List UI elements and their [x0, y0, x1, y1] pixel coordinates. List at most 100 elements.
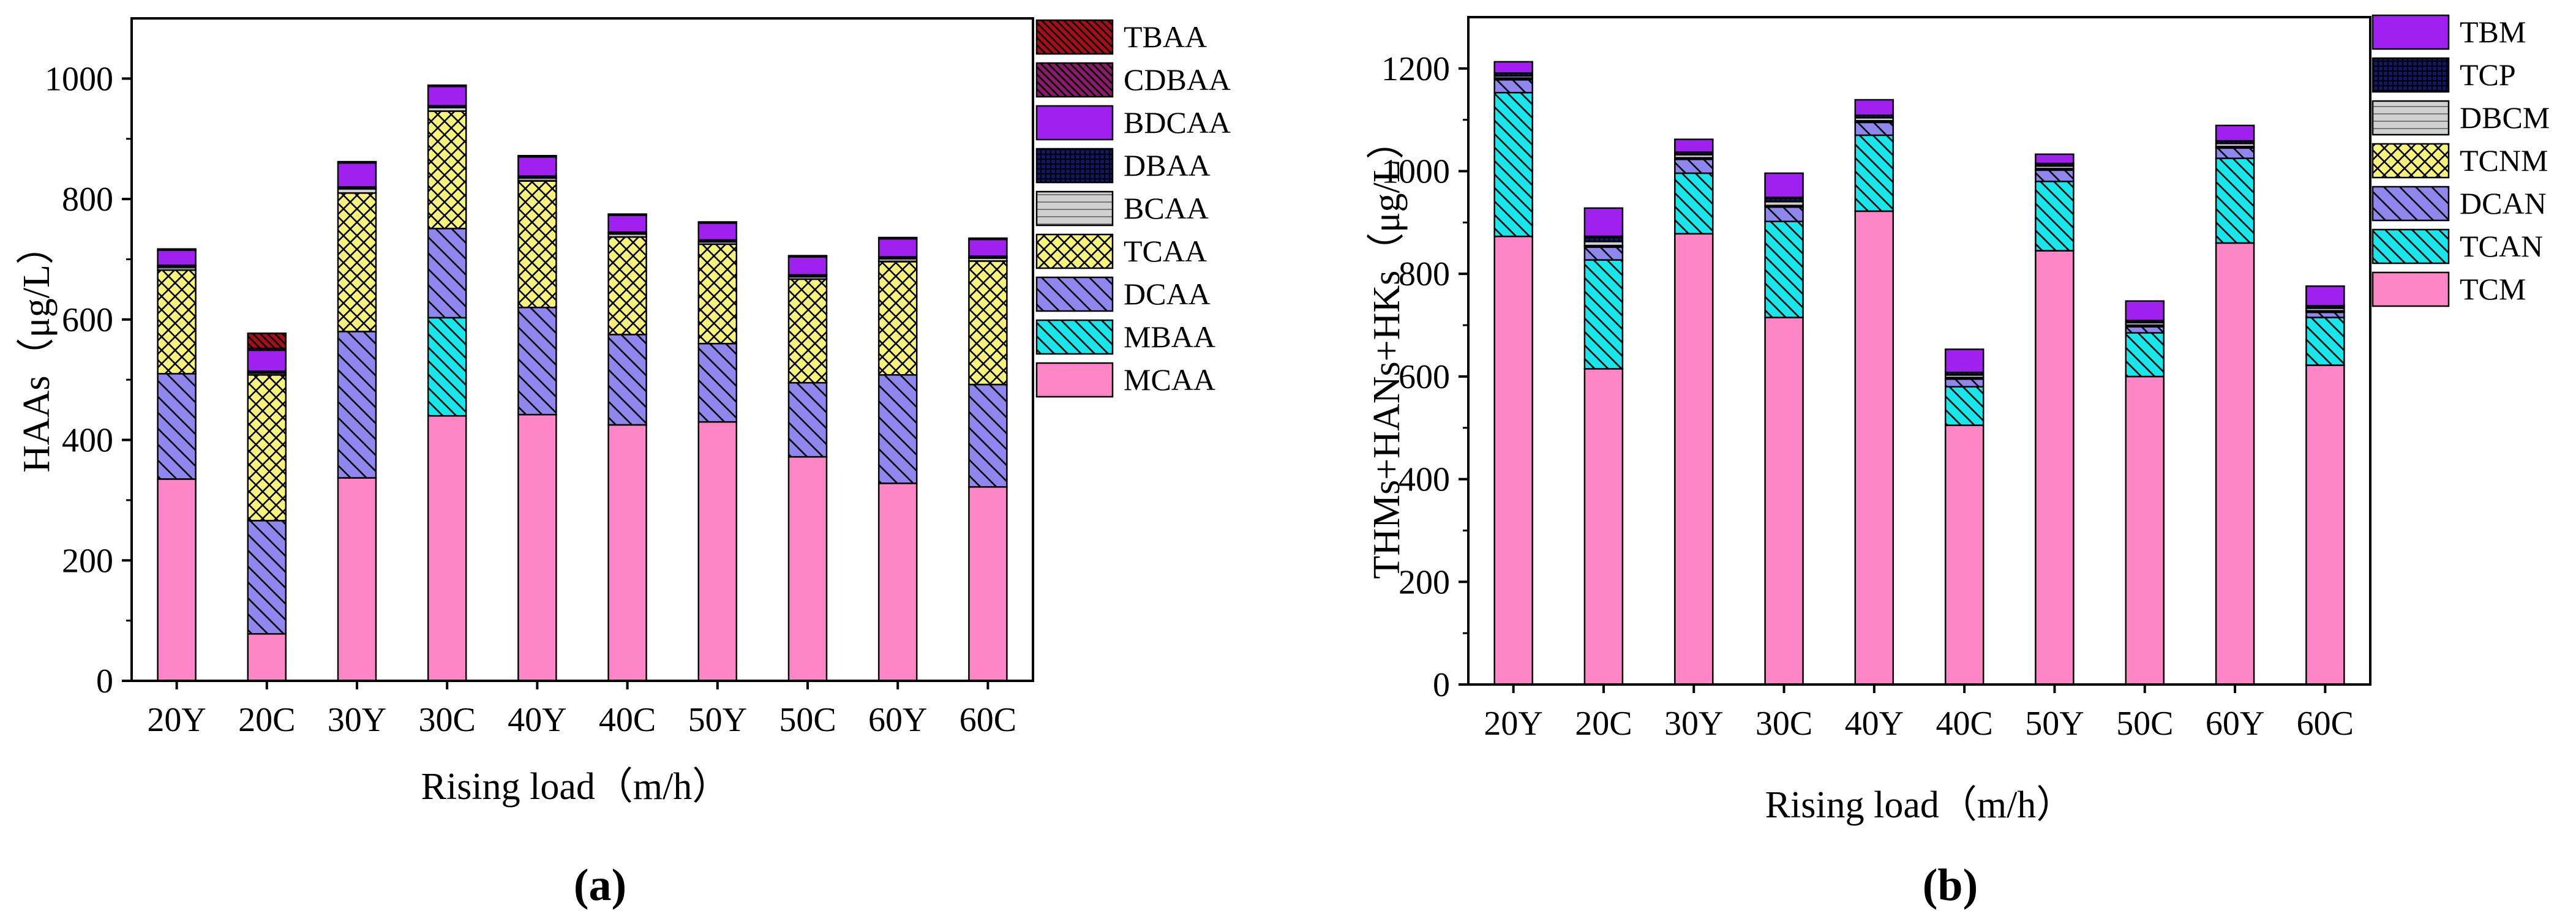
a-x-tick-label: 20Y	[147, 701, 206, 739]
b-bar-60y-dcan	[2215, 147, 2255, 159]
a-x-tick-label: 60C	[959, 701, 1016, 739]
b-y-tick-label: 400	[1399, 461, 1450, 499]
panel-a-bars	[157, 84, 1008, 682]
a-legend-swatch-tcaa	[1035, 233, 1114, 269]
panel-a-label: (a)	[574, 860, 626, 910]
b-bar-60c-tcm	[2305, 364, 2345, 686]
b-y-tick-label: 200	[1399, 563, 1450, 601]
b-bar-30y-tbm	[1674, 138, 1714, 153]
a-bar-60c-dcaa	[968, 383, 1008, 488]
a-bar-20c-tbaa	[247, 332, 287, 350]
a-bar-60c-cdbaa	[968, 237, 1008, 241]
b-legend-label-tcan: TCAN	[2460, 229, 2543, 263]
a-bar-60y-bdcaa	[877, 238, 918, 258]
a-bar-20y-tcaa	[157, 269, 197, 375]
b-legend-label-tcm: TCM	[2460, 272, 2526, 306]
a-y-tick-label: 200	[62, 542, 113, 580]
a-legend-swatch-dbaa	[1035, 148, 1114, 184]
panel-a-y-axis-label: HAAs（μg/L）	[16, 227, 58, 473]
panel-a-y-ticks: 0 200 400 600 800 1000	[45, 60, 132, 700]
b-legend-swatch-tcp	[2371, 57, 2450, 93]
a-bar-20y-cdbaa	[157, 248, 197, 251]
b-bar-30c-tbm	[1764, 172, 1804, 198]
a-legend-swatch-tbaa	[1035, 19, 1114, 55]
panel-a-plot-frame	[130, 17, 1034, 682]
a-bar-20y-dcaa	[157, 373, 197, 480]
a-legend-label-dcaa: DCAA	[1124, 277, 1211, 311]
b-bar-50y-tcan	[2035, 181, 2075, 252]
a-bar-30y-tcaa	[337, 192, 377, 332]
panel-b-y-ticks: 0 200 400 600 800 1000 1200	[1381, 50, 1468, 704]
b-bar-30y-tcan	[1674, 172, 1714, 235]
a-bar-40c-mcaa	[607, 424, 647, 682]
b-y-tick-label: 800	[1399, 255, 1450, 293]
a-legend-swatch-bdcaa	[1035, 105, 1114, 141]
a-bar-30y-cdbaa	[337, 160, 377, 164]
panel-b-label: (b)	[1923, 860, 1978, 910]
a-x-tick-label: 30Y	[328, 701, 386, 739]
panel-b-bars	[1493, 61, 2345, 686]
panel-b: 0 200 400 600 800 1000 1200 20Y 20C 30Y 30C 40Y 40C…	[1366, 14, 2550, 910]
b-bar-20c-tcan	[1583, 259, 1624, 370]
a-bar-40c-bdcaa	[607, 214, 647, 233]
a-bar-50y-cdbaa	[697, 221, 738, 224]
b-x-tick-label: 50C	[2116, 705, 2173, 743]
panel-b-plot-frame	[1467, 16, 2371, 686]
b-legend-label-tbm: TBM	[2460, 15, 2526, 49]
a-bar-30y-bdcaa	[337, 162, 377, 188]
b-y-tick-label: 600	[1399, 358, 1450, 396]
a-bar-30c-tcaa	[427, 110, 467, 230]
panel-b-legend: TBM TCP DBCM TCNM DCAN TCAN TCM	[2371, 14, 2550, 307]
a-bar-20y-bdcaa	[157, 249, 197, 266]
a-bar-50c-cdbaa	[787, 255, 828, 258]
a-bar-50c-dcaa	[787, 381, 828, 458]
a-bar-20c-tcaa	[247, 374, 287, 522]
panel-b-x-axis-label: Rising load（m/h）	[1765, 784, 2075, 826]
a-bar-30y-mcaa	[337, 477, 377, 682]
b-x-tick-label: 50Y	[2025, 705, 2084, 743]
b-bar-20c-tbm	[1583, 207, 1624, 238]
a-bar-50y-dcaa	[697, 342, 738, 423]
a-legend-label-mbaa: MBAA	[1124, 320, 1215, 354]
a-bar-50y-bdcaa	[697, 222, 738, 241]
a-bar-40c-dcaa	[607, 334, 647, 426]
b-legend-swatch-tcnm	[2371, 143, 2450, 179]
b-bar-40y-tcm	[1854, 210, 1894, 686]
a-y-tick-label: 1000	[45, 60, 113, 98]
b-bar-40c-tcm	[1944, 424, 1985, 686]
b-bar-30y-tcm	[1674, 233, 1714, 686]
a-legend-label-cdbaa: CDBAA	[1124, 62, 1231, 97]
b-bar-20c-dcan	[1583, 246, 1624, 261]
b-bar-20c-tcp	[1583, 235, 1624, 242]
a-bar-60c-tcaa	[968, 260, 1008, 386]
a-bar-60y-dcaa	[877, 374, 918, 484]
panel-a-x-axis-label: Rising load（m/h）	[421, 766, 730, 808]
a-bar-40c-cdbaa	[607, 213, 647, 216]
b-bar-50c-tcan	[2125, 332, 2165, 378]
a-bar-60c-bdcaa	[968, 238, 1008, 257]
a-bar-50y-tcaa	[697, 243, 738, 345]
b-bar-50c-tcm	[2125, 375, 2165, 686]
b-bar-20y-tcm	[1493, 235, 1533, 686]
b-x-tick-label: 60Y	[2206, 705, 2264, 743]
b-bar-40y-tbm	[1854, 99, 1894, 116]
b-bar-60c-tbm	[2305, 285, 2345, 307]
b-legend-swatch-dbcm	[2371, 100, 2450, 136]
a-bar-40y-mcaa	[517, 413, 557, 682]
a-x-tick-label: 20C	[238, 701, 295, 739]
b-bar-30c-tcm	[1764, 317, 1804, 686]
a-x-tick-label: 50C	[779, 701, 836, 739]
b-legend-swatch-tcan	[2371, 228, 2450, 264]
b-bar-60c-dcan	[2305, 311, 2345, 318]
a-legend-label-mcaa: MCAA	[1124, 362, 1215, 397]
a-bar-50c-bdcaa	[787, 256, 828, 276]
b-bar-30c-tcan	[1764, 220, 1804, 318]
b-bar-50c-tbm	[2125, 300, 2165, 321]
b-x-tick-label: 20Y	[1484, 705, 1542, 743]
a-legend-swatch-cdbaa	[1035, 62, 1114, 98]
b-bar-50y-dcan	[2035, 169, 2075, 182]
a-bar-30c-dcaa	[427, 228, 467, 319]
a-bar-60c-mcaa	[968, 486, 1008, 682]
a-bar-20c-dcaa	[247, 520, 287, 635]
